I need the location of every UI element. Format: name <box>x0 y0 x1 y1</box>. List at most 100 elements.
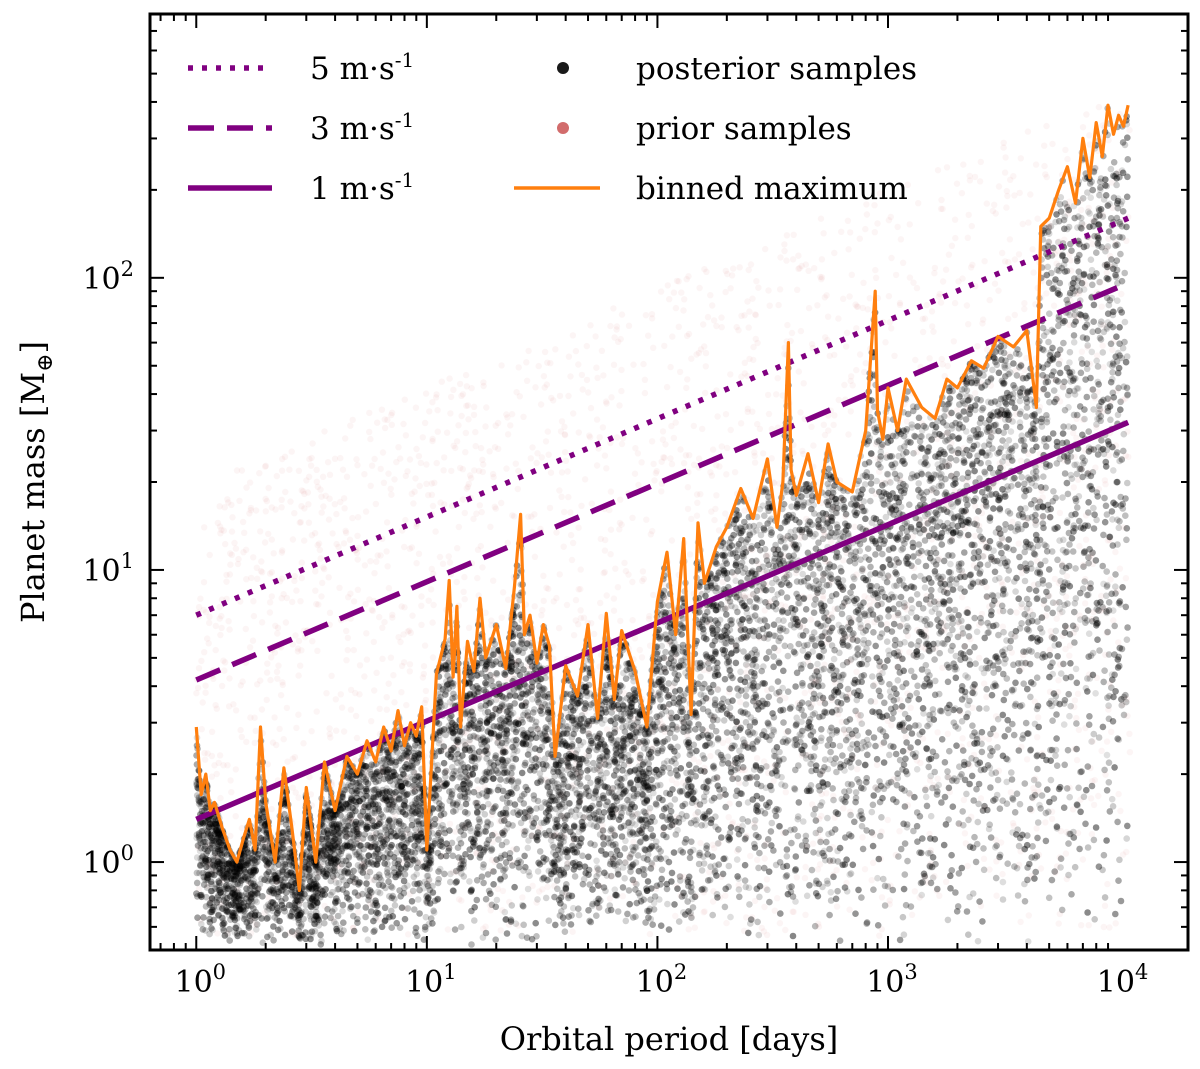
prior-sample-point <box>418 621 425 628</box>
prior-sample-point <box>318 593 325 600</box>
prior-sample-point <box>1086 132 1093 139</box>
prior-sample-point <box>205 640 212 647</box>
prior-sample-point <box>1034 734 1041 741</box>
prior-sample-point <box>1082 536 1090 543</box>
prior-sample-point <box>340 495 348 502</box>
posterior-sample-point <box>905 715 912 722</box>
prior-sample-point <box>822 558 829 565</box>
prior-sample-point <box>826 352 833 360</box>
prior-sample-point <box>228 501 235 509</box>
prior-sample-point <box>305 519 313 526</box>
prior-sample-point <box>1091 776 1099 784</box>
prior-sample-point <box>220 527 227 534</box>
posterior-sample-point <box>1059 430 1067 437</box>
posterior-sample-point <box>726 685 733 693</box>
prior-sample-point <box>725 737 732 744</box>
prior-sample-point <box>884 816 891 824</box>
prior-sample-point <box>1094 352 1101 359</box>
prior-sample-point <box>1099 342 1106 349</box>
prior-sample-point <box>1062 593 1070 600</box>
prior-sample-point <box>206 551 213 559</box>
prior-sample-point <box>788 541 796 548</box>
prior-sample-point <box>702 389 709 397</box>
prior-sample-point <box>800 380 807 387</box>
prior-sample-point <box>288 448 295 455</box>
posterior-sample-point <box>495 836 502 843</box>
prior-sample-point <box>602 536 609 544</box>
prior-sample-point <box>672 419 679 426</box>
prior-sample-point <box>1059 632 1067 639</box>
prior-sample-point <box>328 672 335 679</box>
prior-sample-point <box>333 727 340 734</box>
prior-sample-point <box>1107 576 1114 583</box>
prior-sample-point <box>1056 854 1063 861</box>
prior-sample-point <box>710 317 718 324</box>
prior-sample-point <box>389 611 396 618</box>
posterior-sample-point <box>404 905 412 912</box>
prior-sample-point <box>349 416 356 424</box>
prior-sample-point <box>309 440 316 447</box>
prior-sample-point <box>959 735 966 742</box>
prior-sample-point <box>682 452 690 459</box>
prior-sample-point <box>1089 446 1096 453</box>
prior-sample-point <box>980 855 988 862</box>
prior-sample-point <box>944 362 951 370</box>
prior-sample-point <box>367 558 374 565</box>
prior-sample-point <box>503 465 510 472</box>
prior-sample-point <box>367 435 374 443</box>
prior-sample-point <box>702 363 709 370</box>
prior-sample-point <box>637 740 644 747</box>
prior-sample-point <box>569 928 576 935</box>
prior-sample-point <box>388 421 395 428</box>
prior-sample-point <box>816 861 824 868</box>
prior-sample-point <box>784 321 791 329</box>
prior-sample-point <box>520 413 527 420</box>
posterior-sample-point <box>752 831 760 839</box>
prior-sample-point <box>685 330 693 338</box>
posterior-sample-point <box>1027 805 1034 813</box>
prior-sample-point <box>379 449 387 456</box>
prior-sample-point <box>406 545 413 552</box>
posterior-sample-point <box>641 845 648 853</box>
prior-sample-point <box>243 738 250 746</box>
prior-sample-point <box>931 264 939 272</box>
prior-sample-point <box>1019 652 1027 659</box>
prior-sample-point <box>262 462 269 469</box>
prior-sample-point <box>618 387 625 395</box>
prior-sample-point <box>723 471 730 478</box>
prior-sample-point <box>965 211 972 219</box>
prior-sample-point <box>977 795 985 802</box>
prior-sample-point <box>977 380 985 387</box>
prior-sample-point <box>465 416 472 423</box>
prior-sample-point <box>228 528 236 535</box>
prior-sample-point <box>1108 728 1115 735</box>
prior-sample-point <box>1078 348 1086 355</box>
prior-sample-point <box>277 692 285 699</box>
prior-sample-point <box>380 479 388 486</box>
prior-sample-point <box>606 895 614 902</box>
prior-sample-point <box>968 222 975 230</box>
prior-sample-point <box>788 329 796 337</box>
prior-sample-point <box>1086 360 1094 368</box>
prior-sample-point <box>470 403 478 410</box>
prior-sample-point <box>727 285 734 292</box>
posterior-sample-point <box>910 450 917 457</box>
posterior-sample-point <box>1057 577 1064 585</box>
prior-sample-point <box>886 901 893 908</box>
posterior-sample-point <box>1008 769 1015 776</box>
prior-sample-point <box>752 311 759 318</box>
prior-sample-point <box>1123 237 1130 244</box>
posterior-sample-point <box>897 593 905 601</box>
prior-sample-point <box>861 593 868 600</box>
prior-sample-point <box>835 396 842 404</box>
prior-sample-point <box>663 703 671 710</box>
prior-sample-point <box>648 315 656 322</box>
prior-sample-point <box>960 445 967 452</box>
prior-sample-point <box>1057 827 1065 835</box>
prior-sample-point <box>981 804 989 812</box>
prior-sample-point <box>1070 484 1078 491</box>
prior-sample-point <box>619 893 626 900</box>
prior-sample-point <box>672 304 680 312</box>
prior-sample-point <box>453 578 460 586</box>
prior-sample-point <box>840 295 847 302</box>
